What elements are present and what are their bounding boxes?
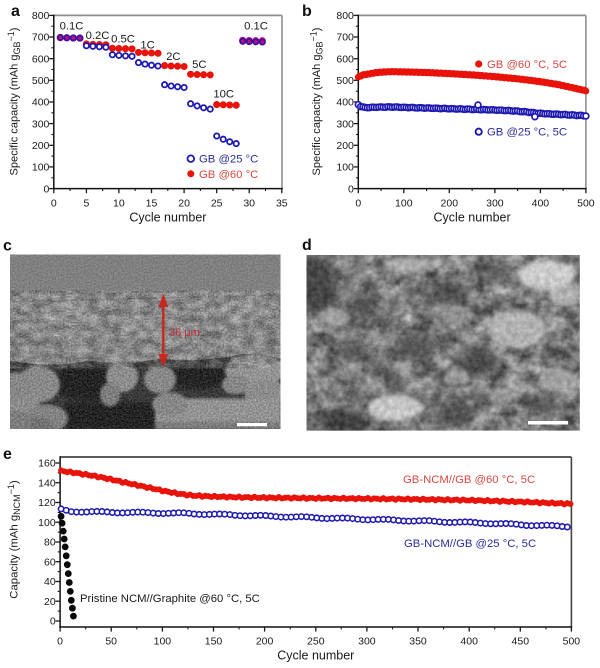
svg-text:Cycle number: Cycle number <box>129 211 206 225</box>
svg-text:0.1C: 0.1C <box>244 21 268 33</box>
svg-text:Specific capacity (mAh gGB−1): Specific capacity (mAh gGB−1) <box>6 28 22 176</box>
svg-text:500: 500 <box>32 75 50 87</box>
svg-text:GB @25 °C, 5C: GB @25 °C, 5C <box>487 127 567 139</box>
svg-text:b: b <box>302 3 312 20</box>
svg-text:50: 50 <box>105 636 117 648</box>
svg-text:15: 15 <box>146 197 158 209</box>
svg-text:10C: 10C <box>213 89 234 101</box>
svg-text:0.5C: 0.5C <box>111 34 135 46</box>
svg-text:350: 350 <box>409 636 427 648</box>
svg-text:20: 20 <box>178 197 190 209</box>
svg-text:200: 200 <box>256 636 274 648</box>
svg-text:400: 400 <box>532 197 550 209</box>
svg-text:0: 0 <box>50 616 56 628</box>
svg-text:0: 0 <box>44 183 50 195</box>
svg-text:300: 300 <box>358 636 376 648</box>
svg-text:0.1C: 0.1C <box>60 21 84 33</box>
svg-text:140: 140 <box>38 477 56 489</box>
svg-text:0: 0 <box>51 197 57 209</box>
svg-text:Cycle number: Cycle number <box>277 649 354 663</box>
svg-text:400: 400 <box>336 97 354 109</box>
svg-text:100: 100 <box>395 197 413 209</box>
svg-text:GB @25 °C: GB @25 °C <box>199 154 258 166</box>
svg-text:600: 600 <box>336 53 354 65</box>
svg-text:GB-NCM//GB @60 °C, 5C: GB-NCM//GB @60 °C, 5C <box>403 474 535 486</box>
svg-text:800: 800 <box>32 10 50 22</box>
svg-text:35: 35 <box>276 197 288 209</box>
svg-text:c: c <box>3 238 12 255</box>
svg-text:25: 25 <box>211 197 223 209</box>
svg-text:500: 500 <box>563 636 581 648</box>
svg-text:5C: 5C <box>192 59 206 71</box>
svg-text:500: 500 <box>336 75 354 87</box>
svg-text:0: 0 <box>57 636 63 648</box>
svg-text:10: 10 <box>113 197 125 209</box>
svg-text:GB-NCM//GB @25 °C, 5C: GB-NCM//GB @25 °C, 5C <box>404 538 536 550</box>
svg-text:36 μm: 36 μm <box>169 327 200 339</box>
svg-text:150: 150 <box>205 636 223 648</box>
svg-text:250: 250 <box>307 636 325 648</box>
svg-text:300: 300 <box>336 118 354 130</box>
svg-text:0.2C: 0.2C <box>86 30 110 42</box>
svg-text:600: 600 <box>32 53 50 65</box>
svg-text:400: 400 <box>32 97 50 109</box>
svg-text:500: 500 <box>577 197 595 209</box>
svg-text:400: 400 <box>460 636 478 648</box>
svg-text:5: 5 <box>83 197 89 209</box>
svg-text:200: 200 <box>32 140 50 152</box>
svg-text:0: 0 <box>348 183 354 195</box>
svg-text:120: 120 <box>38 497 56 509</box>
svg-text:80: 80 <box>44 537 56 549</box>
svg-text:160: 160 <box>38 458 56 470</box>
svg-text:700: 700 <box>32 32 50 44</box>
svg-text:200: 200 <box>441 197 459 209</box>
svg-text:Pristine NCM//Graphite @60 °C,: Pristine NCM//Graphite @60 °C, 5C <box>80 593 260 605</box>
svg-text:a: a <box>11 3 20 20</box>
svg-text:1C: 1C <box>140 39 154 51</box>
svg-text:Specific capacity (mAh gGB−1): Specific capacity (mAh gGB−1) <box>309 28 325 176</box>
svg-text:60: 60 <box>44 556 56 568</box>
svg-text:Cycle number: Cycle number <box>434 211 511 225</box>
svg-text:100: 100 <box>38 517 56 529</box>
svg-text:30: 30 <box>243 197 255 209</box>
svg-text:2C: 2C <box>166 51 180 63</box>
svg-text:0: 0 <box>355 197 361 209</box>
svg-text:GB @60 °C, 5C: GB @60 °C, 5C <box>487 59 567 71</box>
svg-text:200: 200 <box>336 140 354 152</box>
svg-text:40: 40 <box>44 576 56 588</box>
svg-text:300: 300 <box>32 118 50 130</box>
svg-text:700: 700 <box>336 32 354 44</box>
svg-text:800: 800 <box>336 10 354 22</box>
svg-text:100: 100 <box>154 636 172 648</box>
svg-text:100: 100 <box>32 162 50 174</box>
svg-text:GB @60 °C: GB @60 °C <box>199 169 258 181</box>
svg-text:20: 20 <box>44 596 56 608</box>
svg-text:300: 300 <box>486 197 504 209</box>
svg-text:d: d <box>302 237 312 254</box>
svg-text:100: 100 <box>336 162 354 174</box>
svg-text:e: e <box>3 446 12 463</box>
svg-text:450: 450 <box>512 636 530 648</box>
